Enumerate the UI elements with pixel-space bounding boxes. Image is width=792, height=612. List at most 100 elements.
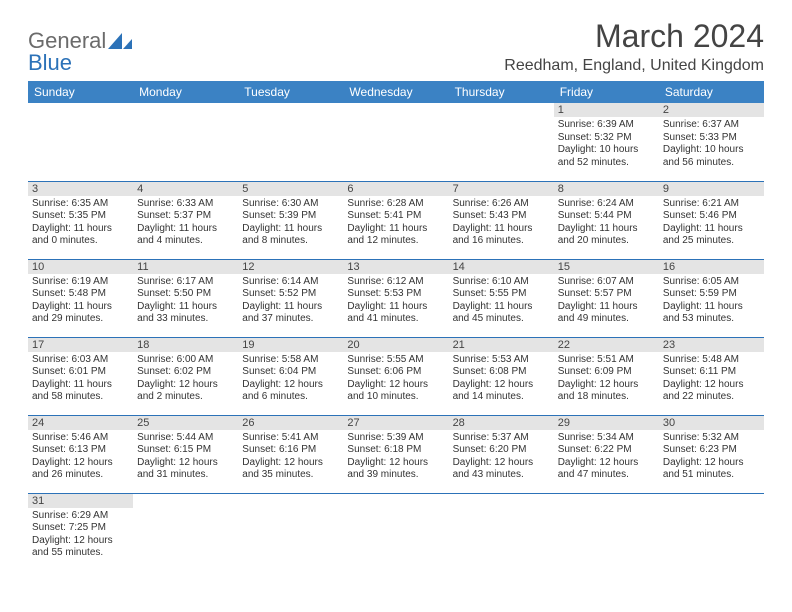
- day-body: Sunrise: 5:44 AMSunset: 6:15 PMDaylight:…: [133, 430, 238, 486]
- calendar-day-cell: 28Sunrise: 5:37 AMSunset: 6:20 PMDayligh…: [449, 415, 554, 493]
- day-body: Sunrise: 6:24 AMSunset: 5:44 PMDaylight:…: [554, 196, 659, 252]
- day-number: 14: [449, 260, 554, 274]
- day-info-line: Daylight: 11 hours: [663, 223, 760, 236]
- day-info-line: and 41 minutes.: [347, 313, 444, 326]
- day-info-line: Daylight: 11 hours: [137, 223, 234, 236]
- day-number: 30: [659, 416, 764, 430]
- day-info-line: and 49 minutes.: [558, 313, 655, 326]
- day-body: Sunrise: 5:41 AMSunset: 6:16 PMDaylight:…: [238, 430, 343, 486]
- calendar-day-cell: 19Sunrise: 5:58 AMSunset: 6:04 PMDayligh…: [238, 337, 343, 415]
- day-info-line: Sunset: 5:43 PM: [453, 210, 550, 223]
- day-info-line: Sunrise: 6:35 AM: [32, 198, 129, 211]
- day-info-line: and 18 minutes.: [558, 391, 655, 404]
- day-info-line: and 2 minutes.: [137, 391, 234, 404]
- calendar-day-cell: 9Sunrise: 6:21 AMSunset: 5:46 PMDaylight…: [659, 181, 764, 259]
- day-info-line: Sunrise: 5:48 AM: [663, 354, 760, 367]
- day-info-line: and 26 minutes.: [32, 469, 129, 482]
- day-info-line: Sunset: 5:41 PM: [347, 210, 444, 223]
- day-info-line: Daylight: 12 hours: [32, 535, 129, 548]
- day-info-line: Sunset: 5:44 PM: [558, 210, 655, 223]
- day-info-line: Sunset: 6:08 PM: [453, 366, 550, 379]
- day-body: Sunrise: 5:58 AMSunset: 6:04 PMDaylight:…: [238, 352, 343, 408]
- day-info-line: and 16 minutes.: [453, 235, 550, 248]
- day-info-line: and 53 minutes.: [663, 313, 760, 326]
- day-info-line: and 22 minutes.: [663, 391, 760, 404]
- day-info-line: Daylight: 12 hours: [663, 457, 760, 470]
- calendar-day-cell: 17Sunrise: 6:03 AMSunset: 6:01 PMDayligh…: [28, 337, 133, 415]
- day-info-line: Sunrise: 5:44 AM: [137, 432, 234, 445]
- day-info-line: Sunset: 5:48 PM: [32, 288, 129, 301]
- calendar-body: 1Sunrise: 6:39 AMSunset: 5:32 PMDaylight…: [28, 103, 764, 571]
- day-info-line: and 20 minutes.: [558, 235, 655, 248]
- day-info-line: Daylight: 12 hours: [663, 379, 760, 392]
- location: Reedham, England, United Kingdom: [504, 57, 764, 75]
- day-info-line: and 39 minutes.: [347, 469, 444, 482]
- day-number: 26: [238, 416, 343, 430]
- day-info-line: and 37 minutes.: [242, 313, 339, 326]
- day-body: Sunrise: 6:05 AMSunset: 5:59 PMDaylight:…: [659, 274, 764, 330]
- day-info-line: and 8 minutes.: [242, 235, 339, 248]
- day-info-line: Sunrise: 5:41 AM: [242, 432, 339, 445]
- calendar-day-cell: 14Sunrise: 6:10 AMSunset: 5:55 PMDayligh…: [449, 259, 554, 337]
- day-info-line: Sunset: 6:15 PM: [137, 444, 234, 457]
- calendar-day-cell: 8Sunrise: 6:24 AMSunset: 5:44 PMDaylight…: [554, 181, 659, 259]
- day-info-line: Sunset: 5:52 PM: [242, 288, 339, 301]
- day-info-line: Sunset: 6:02 PM: [137, 366, 234, 379]
- weekday-header: Thursday: [449, 81, 554, 103]
- day-info-line: Sunrise: 6:10 AM: [453, 276, 550, 289]
- day-info-line: Daylight: 11 hours: [32, 223, 129, 236]
- day-info-line: and 45 minutes.: [453, 313, 550, 326]
- day-body: Sunrise: 6:26 AMSunset: 5:43 PMDaylight:…: [449, 196, 554, 252]
- day-body: Sunrise: 6:19 AMSunset: 5:48 PMDaylight:…: [28, 274, 133, 330]
- day-info-line: Sunrise: 6:30 AM: [242, 198, 339, 211]
- day-body: Sunrise: 6:07 AMSunset: 5:57 PMDaylight:…: [554, 274, 659, 330]
- day-body: Sunrise: 6:35 AMSunset: 5:35 PMDaylight:…: [28, 196, 133, 252]
- day-info-line: Sunset: 7:25 PM: [32, 522, 129, 535]
- day-number: 21: [449, 338, 554, 352]
- day-info-line: Daylight: 12 hours: [558, 457, 655, 470]
- logo-sail-icon: [108, 29, 132, 45]
- weekday-header: Saturday: [659, 81, 764, 103]
- header: General March 2024 Reedham, England, Uni…: [28, 18, 764, 75]
- day-info-line: Daylight: 11 hours: [242, 301, 339, 314]
- day-info-line: Daylight: 11 hours: [347, 301, 444, 314]
- day-body: Sunrise: 6:00 AMSunset: 6:02 PMDaylight:…: [133, 352, 238, 408]
- day-info-line: Sunrise: 6:14 AM: [242, 276, 339, 289]
- calendar-day-cell: 12Sunrise: 6:14 AMSunset: 5:52 PMDayligh…: [238, 259, 343, 337]
- day-body: Sunrise: 5:55 AMSunset: 6:06 PMDaylight:…: [343, 352, 448, 408]
- calendar-day-cell: [28, 103, 133, 181]
- day-info-line: and 52 minutes.: [558, 157, 655, 170]
- calendar-day-cell: 31Sunrise: 6:29 AMSunset: 7:25 PMDayligh…: [28, 493, 133, 571]
- day-number: 23: [659, 338, 764, 352]
- day-info-line: Sunrise: 5:39 AM: [347, 432, 444, 445]
- day-info-line: Sunrise: 5:51 AM: [558, 354, 655, 367]
- day-info-line: Daylight: 11 hours: [32, 379, 129, 392]
- day-number: 3: [28, 182, 133, 196]
- calendar-week-row: 24Sunrise: 5:46 AMSunset: 6:13 PMDayligh…: [28, 415, 764, 493]
- day-info-line: Daylight: 10 hours: [558, 144, 655, 157]
- calendar-day-cell: 7Sunrise: 6:26 AMSunset: 5:43 PMDaylight…: [449, 181, 554, 259]
- day-info-line: Sunset: 5:33 PM: [663, 132, 760, 145]
- calendar-day-cell: 2Sunrise: 6:37 AMSunset: 5:33 PMDaylight…: [659, 103, 764, 181]
- day-info-line: Daylight: 12 hours: [347, 379, 444, 392]
- day-body: Sunrise: 6:12 AMSunset: 5:53 PMDaylight:…: [343, 274, 448, 330]
- day-info-line: Sunset: 5:39 PM: [242, 210, 339, 223]
- calendar-day-cell: [238, 103, 343, 181]
- day-info-line: Sunset: 6:01 PM: [32, 366, 129, 379]
- calendar-week-row: 10Sunrise: 6:19 AMSunset: 5:48 PMDayligh…: [28, 259, 764, 337]
- day-number: 28: [449, 416, 554, 430]
- day-info-line: Sunset: 5:55 PM: [453, 288, 550, 301]
- day-info-line: Sunset: 5:50 PM: [137, 288, 234, 301]
- calendar-day-cell: 6Sunrise: 6:28 AMSunset: 5:41 PMDaylight…: [343, 181, 448, 259]
- day-number: 29: [554, 416, 659, 430]
- calendar-day-cell: [343, 103, 448, 181]
- calendar-day-cell: 24Sunrise: 5:46 AMSunset: 6:13 PMDayligh…: [28, 415, 133, 493]
- calendar-week-row: 17Sunrise: 6:03 AMSunset: 6:01 PMDayligh…: [28, 337, 764, 415]
- day-number: 11: [133, 260, 238, 274]
- day-info-line: Sunset: 5:32 PM: [558, 132, 655, 145]
- day-body: Sunrise: 6:28 AMSunset: 5:41 PMDaylight:…: [343, 196, 448, 252]
- day-info-line: Sunrise: 6:26 AM: [453, 198, 550, 211]
- logo-text-blue: Blue: [28, 50, 72, 76]
- day-info-line: and 10 minutes.: [347, 391, 444, 404]
- day-number: 10: [28, 260, 133, 274]
